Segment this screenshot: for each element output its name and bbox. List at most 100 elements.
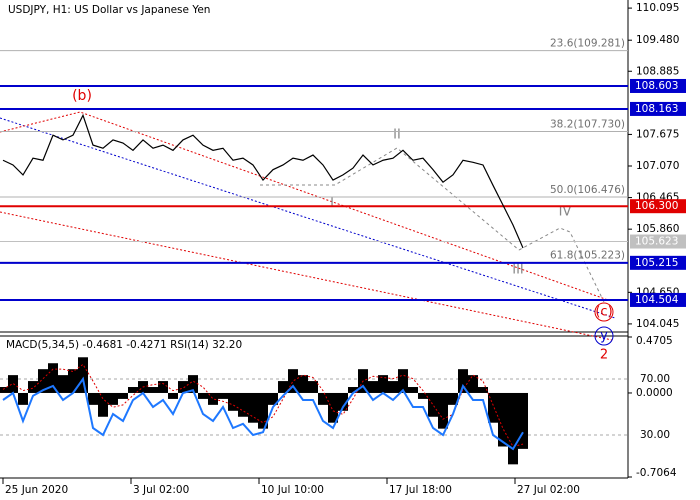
level-box <box>630 234 686 249</box>
macd-bar <box>398 369 408 393</box>
y-tick-label: 107.675 <box>636 128 679 140</box>
macd-bar <box>188 375 198 393</box>
wave-label: II <box>393 128 401 143</box>
macd-bar <box>328 392 338 423</box>
macd-bar <box>298 375 308 393</box>
macd-bar <box>448 392 458 405</box>
wave-circle <box>594 326 614 346</box>
fib-label: 61.8(105.223) <box>550 249 625 261</box>
wave-label: (c) <box>595 305 612 320</box>
x-tick-label: 25 Jun 2020 <box>5 484 68 496</box>
macd-bar <box>218 392 228 399</box>
level-box <box>630 255 686 270</box>
macd-bar <box>438 392 448 429</box>
macd-bar <box>428 392 438 417</box>
projection-line <box>518 227 605 303</box>
macd-bar <box>388 381 398 393</box>
y2-tick-label: 30.00 <box>640 429 670 441</box>
wave-label: (b) <box>72 88 92 104</box>
indicator-title: MACD(5,34,5) -0.4681 -0.4271 RSI(14) 32.… <box>6 339 242 351</box>
macd-bar <box>0 387 8 393</box>
macd-bar <box>518 392 528 449</box>
macd-bar <box>98 392 108 417</box>
y-tick-label: 110.095 <box>636 2 679 14</box>
macd-bar <box>238 392 248 417</box>
macd-bar <box>78 357 88 393</box>
y-tick-label: 0.4705 <box>636 335 673 347</box>
macd-bar <box>478 387 488 393</box>
trend-line <box>0 111 609 301</box>
rsi-line <box>2 376 524 451</box>
y-tick-label: 0.0000 <box>636 387 673 399</box>
macd-bar <box>368 381 378 393</box>
y-tick-label: 105.860 <box>636 223 679 235</box>
macd-bar <box>168 392 178 399</box>
level-box <box>630 199 686 214</box>
macd-bar <box>408 387 418 393</box>
level-label: 105.623 <box>635 236 678 248</box>
chart-title: USDJPY, H1: US Dollar vs Japanese Yen <box>8 4 210 16</box>
y-tick-label: 108.885 <box>636 65 679 77</box>
macd-bar <box>498 392 508 447</box>
macd-bar <box>208 392 218 405</box>
level-label: 108.163 <box>635 103 678 115</box>
macd-bar <box>38 369 48 393</box>
macd-bar <box>288 369 298 393</box>
level-box <box>630 101 686 116</box>
fib-label: 23.6(109.281) <box>550 38 625 50</box>
macd-bar <box>18 392 28 405</box>
macd-bar <box>308 381 318 393</box>
macd-bar <box>178 381 188 393</box>
x-tick-label: 27 Jul 02:00 <box>517 484 580 496</box>
y-tick-label: 109.480 <box>636 34 679 46</box>
macd-bar <box>258 392 268 429</box>
x-tick-label: 10 Jul 10:00 <box>261 484 324 496</box>
macd-bar <box>8 375 18 393</box>
macd-bar <box>318 392 328 405</box>
macd-bar <box>268 392 278 405</box>
macd-bar <box>348 387 358 393</box>
macd-bar <box>48 363 58 393</box>
macd-bar <box>148 387 158 393</box>
level-label: 105.215 <box>635 257 678 269</box>
macd-bar <box>418 392 428 399</box>
macd-bar <box>28 381 38 393</box>
macd-bar <box>338 392 348 411</box>
macd-bar <box>158 381 168 393</box>
x-tick-label: 17 Jul 18:00 <box>389 484 452 496</box>
macd-bar <box>108 392 118 405</box>
level-label: 106.300 <box>635 200 678 212</box>
trend-line <box>0 211 613 341</box>
macd-bar <box>278 381 288 393</box>
fib-label: 38.2(107.730) <box>550 119 625 131</box>
y-tick-label: 107.070 <box>636 160 679 172</box>
macd-bar <box>488 392 498 423</box>
macd-bar <box>58 375 68 393</box>
x-tick-label: 3 Jul 02:00 <box>133 484 189 496</box>
wave-line <box>260 147 520 251</box>
level-label: 108.603 <box>635 80 678 92</box>
macd-bar <box>248 392 258 423</box>
macd-bar <box>118 392 128 399</box>
macd-bar <box>128 387 138 393</box>
wave-label: y <box>600 329 608 344</box>
wave-label: III <box>512 263 524 278</box>
macd-bar <box>378 375 388 393</box>
macd-bar <box>198 392 208 399</box>
price-line <box>2 113 524 249</box>
y2-tick-label: 70.00 <box>640 373 670 385</box>
fib-label: 50.0(106.476) <box>550 184 625 196</box>
wave-label: IV <box>559 205 572 220</box>
macd-bar <box>468 375 478 393</box>
macd-bar <box>68 369 78 393</box>
wave-circle <box>594 302 614 322</box>
macd-bar <box>228 392 238 411</box>
level-label: 104.504 <box>635 294 679 306</box>
wave-label: I <box>330 196 334 211</box>
macd-bar <box>88 392 98 405</box>
level-box <box>630 78 686 93</box>
wave-label: 2 <box>600 348 608 363</box>
level-box <box>630 292 686 307</box>
